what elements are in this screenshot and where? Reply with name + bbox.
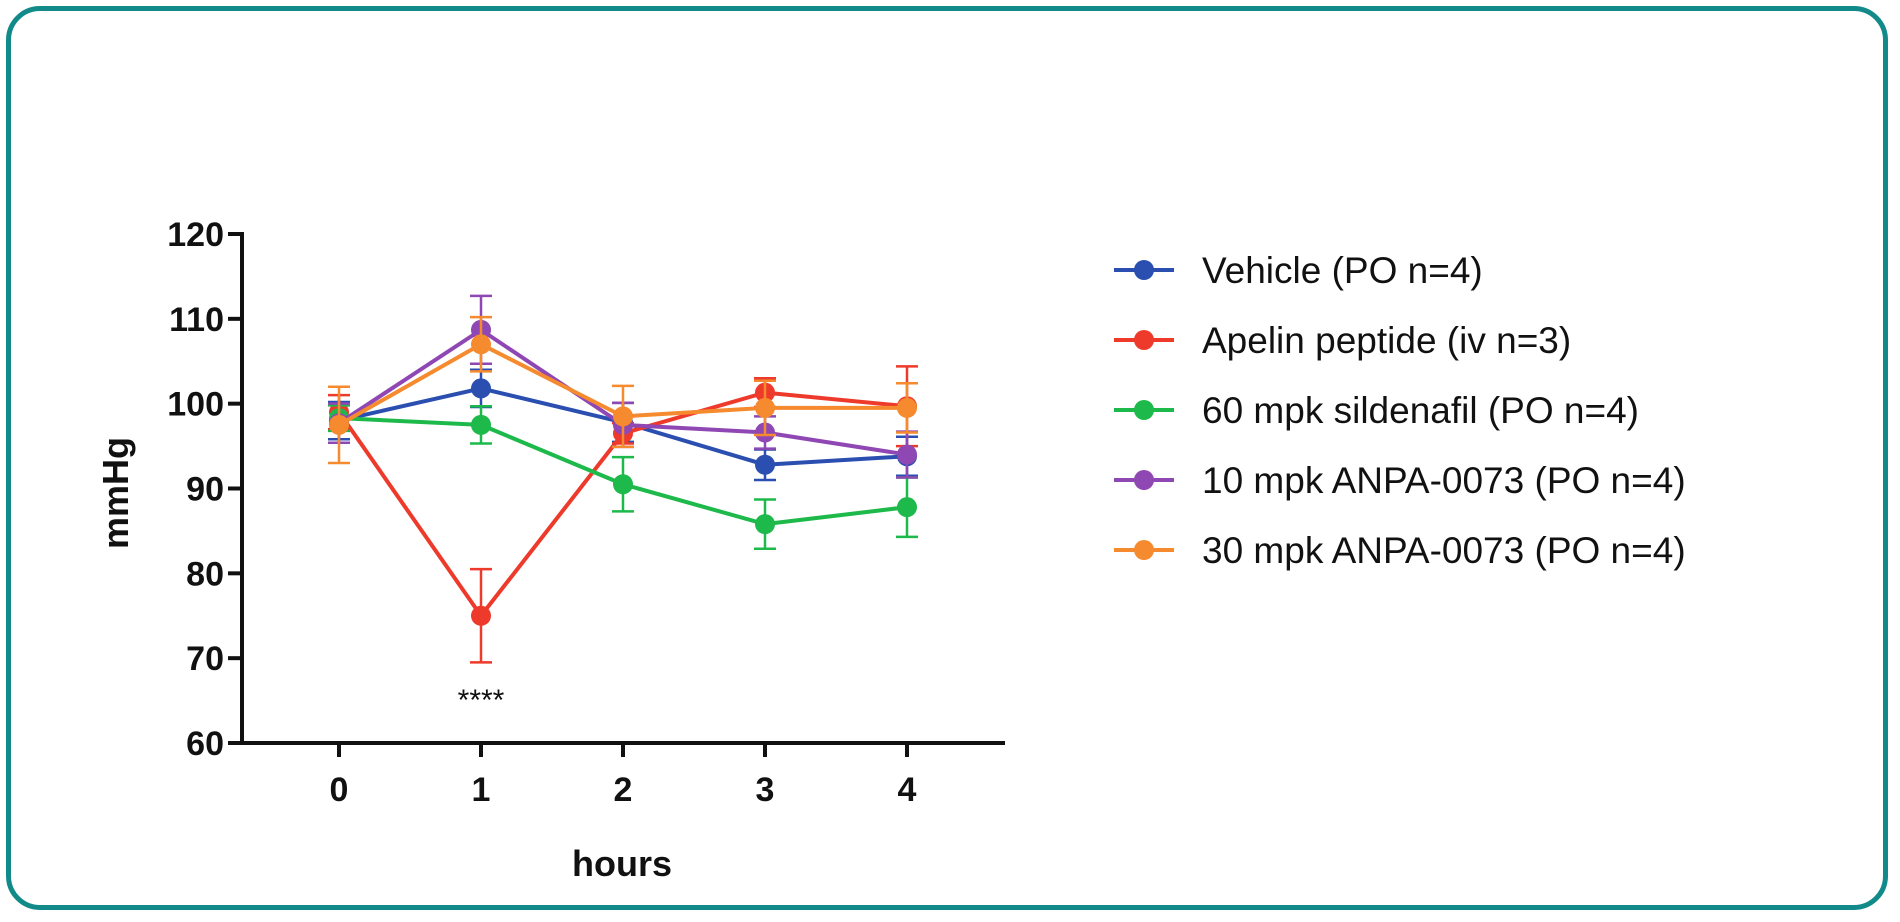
- data-point: [613, 474, 633, 495]
- data-point: [897, 397, 917, 418]
- chart-frame: [6, 6, 1888, 910]
- x-tick-label: 4: [898, 771, 917, 809]
- y-tick-label: 110: [169, 301, 224, 339]
- data-point: [897, 497, 917, 518]
- legend-label: Apelin peptide (iv n=3): [1202, 320, 1571, 361]
- y-axis-label: mmHg: [95, 437, 136, 549]
- legend-swatch-marker: [1134, 540, 1154, 560]
- x-tick-label: 2: [614, 771, 633, 809]
- series-5: [328, 315, 918, 465]
- x-tick-label: 3: [756, 771, 775, 809]
- axes: 60 70 80 90 100 110 120 0 1 2 3 4: [167, 216, 1005, 809]
- significance-annotation: ****: [458, 684, 505, 717]
- x-tick-label: 1: [472, 771, 491, 809]
- data-point: [613, 406, 633, 427]
- series-layer: [328, 294, 918, 664]
- data-point: [897, 444, 917, 465]
- y-tick-label: 120: [167, 216, 224, 254]
- legend-item: 30 mpk ANPA-0073 (PO n=4): [1114, 530, 1686, 571]
- y-tick-label: 100: [167, 386, 224, 424]
- legend-swatch-marker: [1134, 260, 1154, 280]
- data-point: [471, 605, 491, 626]
- legend-item: 10 mpk ANPA-0073 (PO n=4): [1114, 460, 1686, 501]
- data-point: [471, 334, 491, 355]
- legend-label: 30 mpk ANPA-0073 (PO n=4): [1202, 530, 1686, 571]
- legend-item: Vehicle (PO n=4): [1114, 250, 1483, 291]
- y-tick-label: 70: [186, 640, 224, 678]
- data-point: [329, 414, 349, 435]
- data-point: [755, 514, 775, 535]
- legend-item: 60 mpk sildenafil (PO n=4): [1114, 390, 1639, 431]
- legend-label: 60 mpk sildenafil (PO n=4): [1202, 390, 1639, 431]
- y-tick-label: 90: [186, 471, 224, 509]
- legend: Vehicle (PO n=4) Apelin peptide (iv n=3) 6…: [1114, 250, 1686, 571]
- legend-swatch-marker: [1134, 330, 1154, 350]
- x-axis-label: hours: [572, 843, 672, 884]
- legend-item: Apelin peptide (iv n=3): [1114, 320, 1571, 361]
- legend-swatch-marker: [1134, 470, 1154, 490]
- data-point: [471, 378, 491, 399]
- data-point: [755, 454, 775, 475]
- x-tick-label: 0: [330, 771, 349, 809]
- y-tick-label: 80: [186, 555, 224, 593]
- y-tick-label: 60: [186, 725, 224, 763]
- legend-label: Vehicle (PO n=4): [1202, 250, 1483, 291]
- data-point: [755, 397, 775, 418]
- data-point: [471, 414, 491, 435]
- legend-swatch-marker: [1134, 400, 1154, 420]
- legend-label: 10 mpk ANPA-0073 (PO n=4): [1202, 460, 1686, 501]
